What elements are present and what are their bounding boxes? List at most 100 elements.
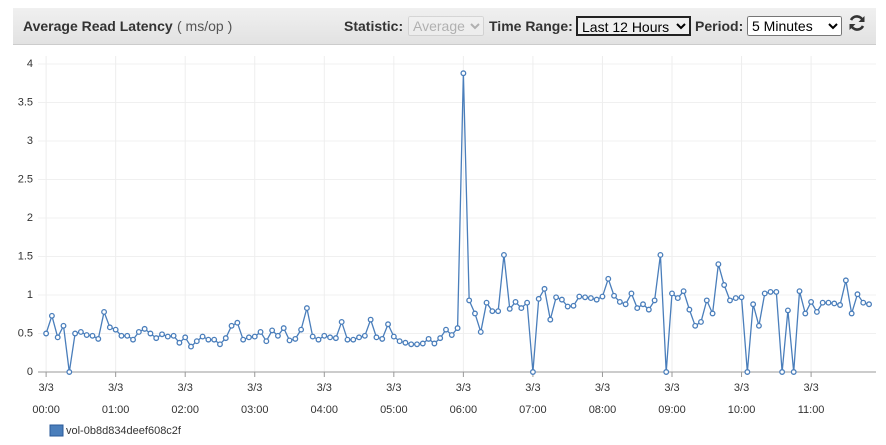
point <box>698 319 704 325</box>
point <box>721 282 728 288</box>
point <box>576 293 583 300</box>
y-tick-label: 3.5 <box>18 96 33 108</box>
point <box>640 301 646 308</box>
point <box>460 70 467 77</box>
x-tick-date: 3/3 <box>247 382 262 394</box>
unit: ( ms/op ) <box>177 18 233 34</box>
x-tick-label: 10:00 <box>728 404 756 416</box>
point <box>106 324 113 331</box>
point <box>211 336 218 343</box>
point <box>582 294 589 301</box>
point <box>217 341 223 348</box>
point <box>796 288 803 295</box>
point <box>77 329 84 335</box>
point <box>286 337 293 344</box>
x-tick-date: 3/3 <box>38 382 53 394</box>
point <box>558 296 565 303</box>
point <box>431 340 438 347</box>
x-tick-date: 3/3 <box>178 382 193 394</box>
point <box>130 336 136 343</box>
point <box>738 294 745 301</box>
point <box>274 332 281 339</box>
point <box>680 288 687 295</box>
point <box>408 341 415 348</box>
point <box>506 305 513 312</box>
point <box>645 306 652 313</box>
point <box>483 299 490 306</box>
point <box>280 325 287 332</box>
point <box>651 297 658 304</box>
x-tick-date: 3/3 <box>803 382 818 394</box>
point <box>692 322 699 329</box>
point <box>448 332 455 338</box>
point <box>518 305 525 312</box>
point <box>570 302 577 309</box>
y-tick-label: 2 <box>27 212 33 224</box>
statistic-select[interactable]: Average <box>408 16 484 36</box>
point <box>414 341 420 348</box>
point <box>663 369 670 375</box>
point <box>860 299 867 306</box>
point <box>66 369 73 375</box>
point <box>240 336 247 343</box>
point <box>379 335 386 342</box>
point <box>390 333 397 340</box>
point <box>327 334 334 341</box>
period-label: Period: <box>695 18 744 34</box>
x-tick-date: 3/3 <box>734 382 749 394</box>
period-select[interactable]: 5 Minutes <box>747 16 842 36</box>
point <box>43 330 50 337</box>
point <box>767 288 774 295</box>
point <box>298 326 305 333</box>
point <box>715 261 722 268</box>
point <box>784 307 791 314</box>
point <box>541 285 548 292</box>
point <box>744 369 751 375</box>
y-tick-label: 4 <box>27 58 33 70</box>
point <box>466 297 473 304</box>
point <box>118 332 125 339</box>
legend-label: vol-0b8d834deef608c2f <box>66 425 182 437</box>
statistic-label: Statistic: <box>344 18 404 34</box>
header: Average Read Latency ( ms/op ) Statistic… <box>13 8 876 45</box>
refresh-button[interactable] <box>847 13 867 33</box>
point <box>222 335 229 342</box>
point <box>257 329 264 335</box>
x-tick-date: 3/3 <box>525 382 540 394</box>
point <box>750 301 757 308</box>
point <box>831 300 838 307</box>
x-tick-label: 09:00 <box>658 404 686 416</box>
time-range-label: Time Range: <box>489 18 573 34</box>
x-tick-date: 3/3 <box>386 382 401 394</box>
point <box>269 327 276 334</box>
point <box>755 322 762 329</box>
point <box>524 299 531 306</box>
point <box>686 306 693 313</box>
point <box>657 252 664 258</box>
point <box>819 299 826 306</box>
point <box>344 336 351 343</box>
point <box>147 330 154 337</box>
point <box>854 291 861 298</box>
point <box>669 290 675 297</box>
point <box>112 326 119 333</box>
point <box>779 369 786 375</box>
x-tick-date: 3/3 <box>456 382 471 394</box>
y-tick-label: 3 <box>27 135 33 147</box>
point <box>535 295 542 302</box>
point <box>616 298 623 305</box>
point <box>495 308 502 315</box>
point <box>95 335 102 342</box>
x-tick-label: 11:00 <box>798 404 825 416</box>
point <box>425 335 432 342</box>
point <box>703 297 710 304</box>
point <box>193 338 200 345</box>
time-range-select[interactable]: Last 12 Hours <box>576 16 691 36</box>
x-tick-label: 01:00 <box>102 404 130 416</box>
point <box>135 329 142 335</box>
point <box>587 295 594 302</box>
point <box>825 299 832 306</box>
point <box>101 308 108 315</box>
point <box>356 334 363 341</box>
